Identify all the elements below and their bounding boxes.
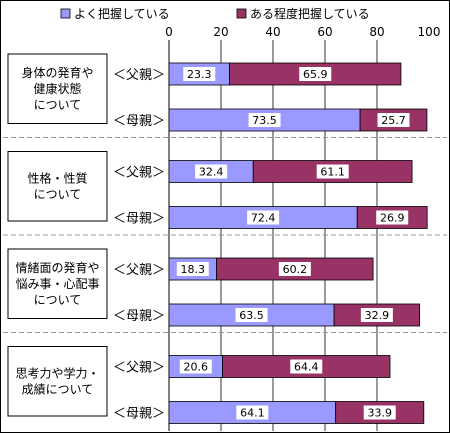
data-label: 63.5 <box>239 309 264 322</box>
x-tick-label: 100 <box>418 25 441 39</box>
data-label-bg <box>179 359 212 374</box>
data-label-bg <box>247 210 280 225</box>
data-label: 18.3 <box>181 263 206 276</box>
data-label: 23.3 <box>187 68 212 81</box>
data-label-bg <box>363 405 396 420</box>
legend-label-2: ある程度把握している <box>250 6 370 21</box>
data-label: 26.9 <box>380 212 405 225</box>
group-label-line: 情緒面の発育や <box>15 260 99 275</box>
group-label-box <box>7 151 108 222</box>
group-label-line: 健康状態 <box>33 81 81 96</box>
x-tick-label: 0 <box>165 25 173 39</box>
data-label: 64.1 <box>240 407 265 420</box>
data-label: 61.1 <box>320 166 345 179</box>
data-label: 72.4 <box>251 212 276 225</box>
data-label: 25.7 <box>381 114 406 127</box>
group-label-box <box>7 248 108 319</box>
data-label: 32.9 <box>365 309 390 322</box>
data-label-bg <box>195 164 228 179</box>
bar-row-label: ＜母親＞ <box>113 114 165 129</box>
data-label-bg <box>377 113 410 127</box>
group-label-box <box>7 53 108 124</box>
legend-swatch-1 <box>60 8 71 19</box>
group-label-line: について <box>34 187 82 201</box>
data-label-bg <box>360 308 393 322</box>
group-label-line: 思考力や学力・ <box>15 365 99 380</box>
group-label-line: について <box>34 293 82 307</box>
group-label-line: 性格・性質 <box>27 170 87 185</box>
legend-swatch-2 <box>236 8 247 19</box>
data-label-bg <box>235 308 268 322</box>
bar-row-label: ＜父親＞ <box>113 361 165 376</box>
group-label-box <box>7 346 108 417</box>
group-label-line: について <box>34 98 82 112</box>
data-label-bg <box>316 164 349 179</box>
data-label-bg <box>376 210 409 225</box>
group-label-line: 悩み事・心配事 <box>15 277 99 291</box>
data-label-bg <box>290 359 323 374</box>
x-tick-label: 80 <box>369 25 384 39</box>
x-tick-label: 40 <box>265 25 280 39</box>
data-label: 32.4 <box>199 166 224 179</box>
bar-row-label: ＜母親＞ <box>113 309 165 324</box>
data-label-bg <box>236 405 269 420</box>
x-tick-label: 60 <box>317 25 332 39</box>
data-label: 33.9 <box>367 407 392 420</box>
x-tick-label: 20 <box>213 25 228 39</box>
data-label-bg <box>278 262 311 276</box>
bar-row-label: ＜母親＞ <box>113 407 165 422</box>
data-label: 20.6 <box>184 361 209 374</box>
data-label: 65.9 <box>303 68 328 81</box>
data-label: 73.5 <box>252 114 277 127</box>
bar-row-label: ＜父親＞ <box>113 263 165 278</box>
data-label-bg <box>248 113 281 127</box>
data-label-bg <box>183 67 216 81</box>
bar-row-label: ＜母親＞ <box>113 212 165 227</box>
data-label-bg <box>176 262 209 276</box>
group-label-line: 成績について <box>22 382 94 396</box>
data-label: 64.4 <box>294 361 319 374</box>
group-label-line: 身体の発育や <box>21 65 93 80</box>
legend-label-1: よく把握している <box>74 6 170 21</box>
data-label-bg <box>299 67 332 81</box>
bar-row-label: ＜父親＞ <box>113 68 165 83</box>
bar-row-label: ＜父親＞ <box>113 166 165 181</box>
data-label: 60.2 <box>283 263 308 276</box>
